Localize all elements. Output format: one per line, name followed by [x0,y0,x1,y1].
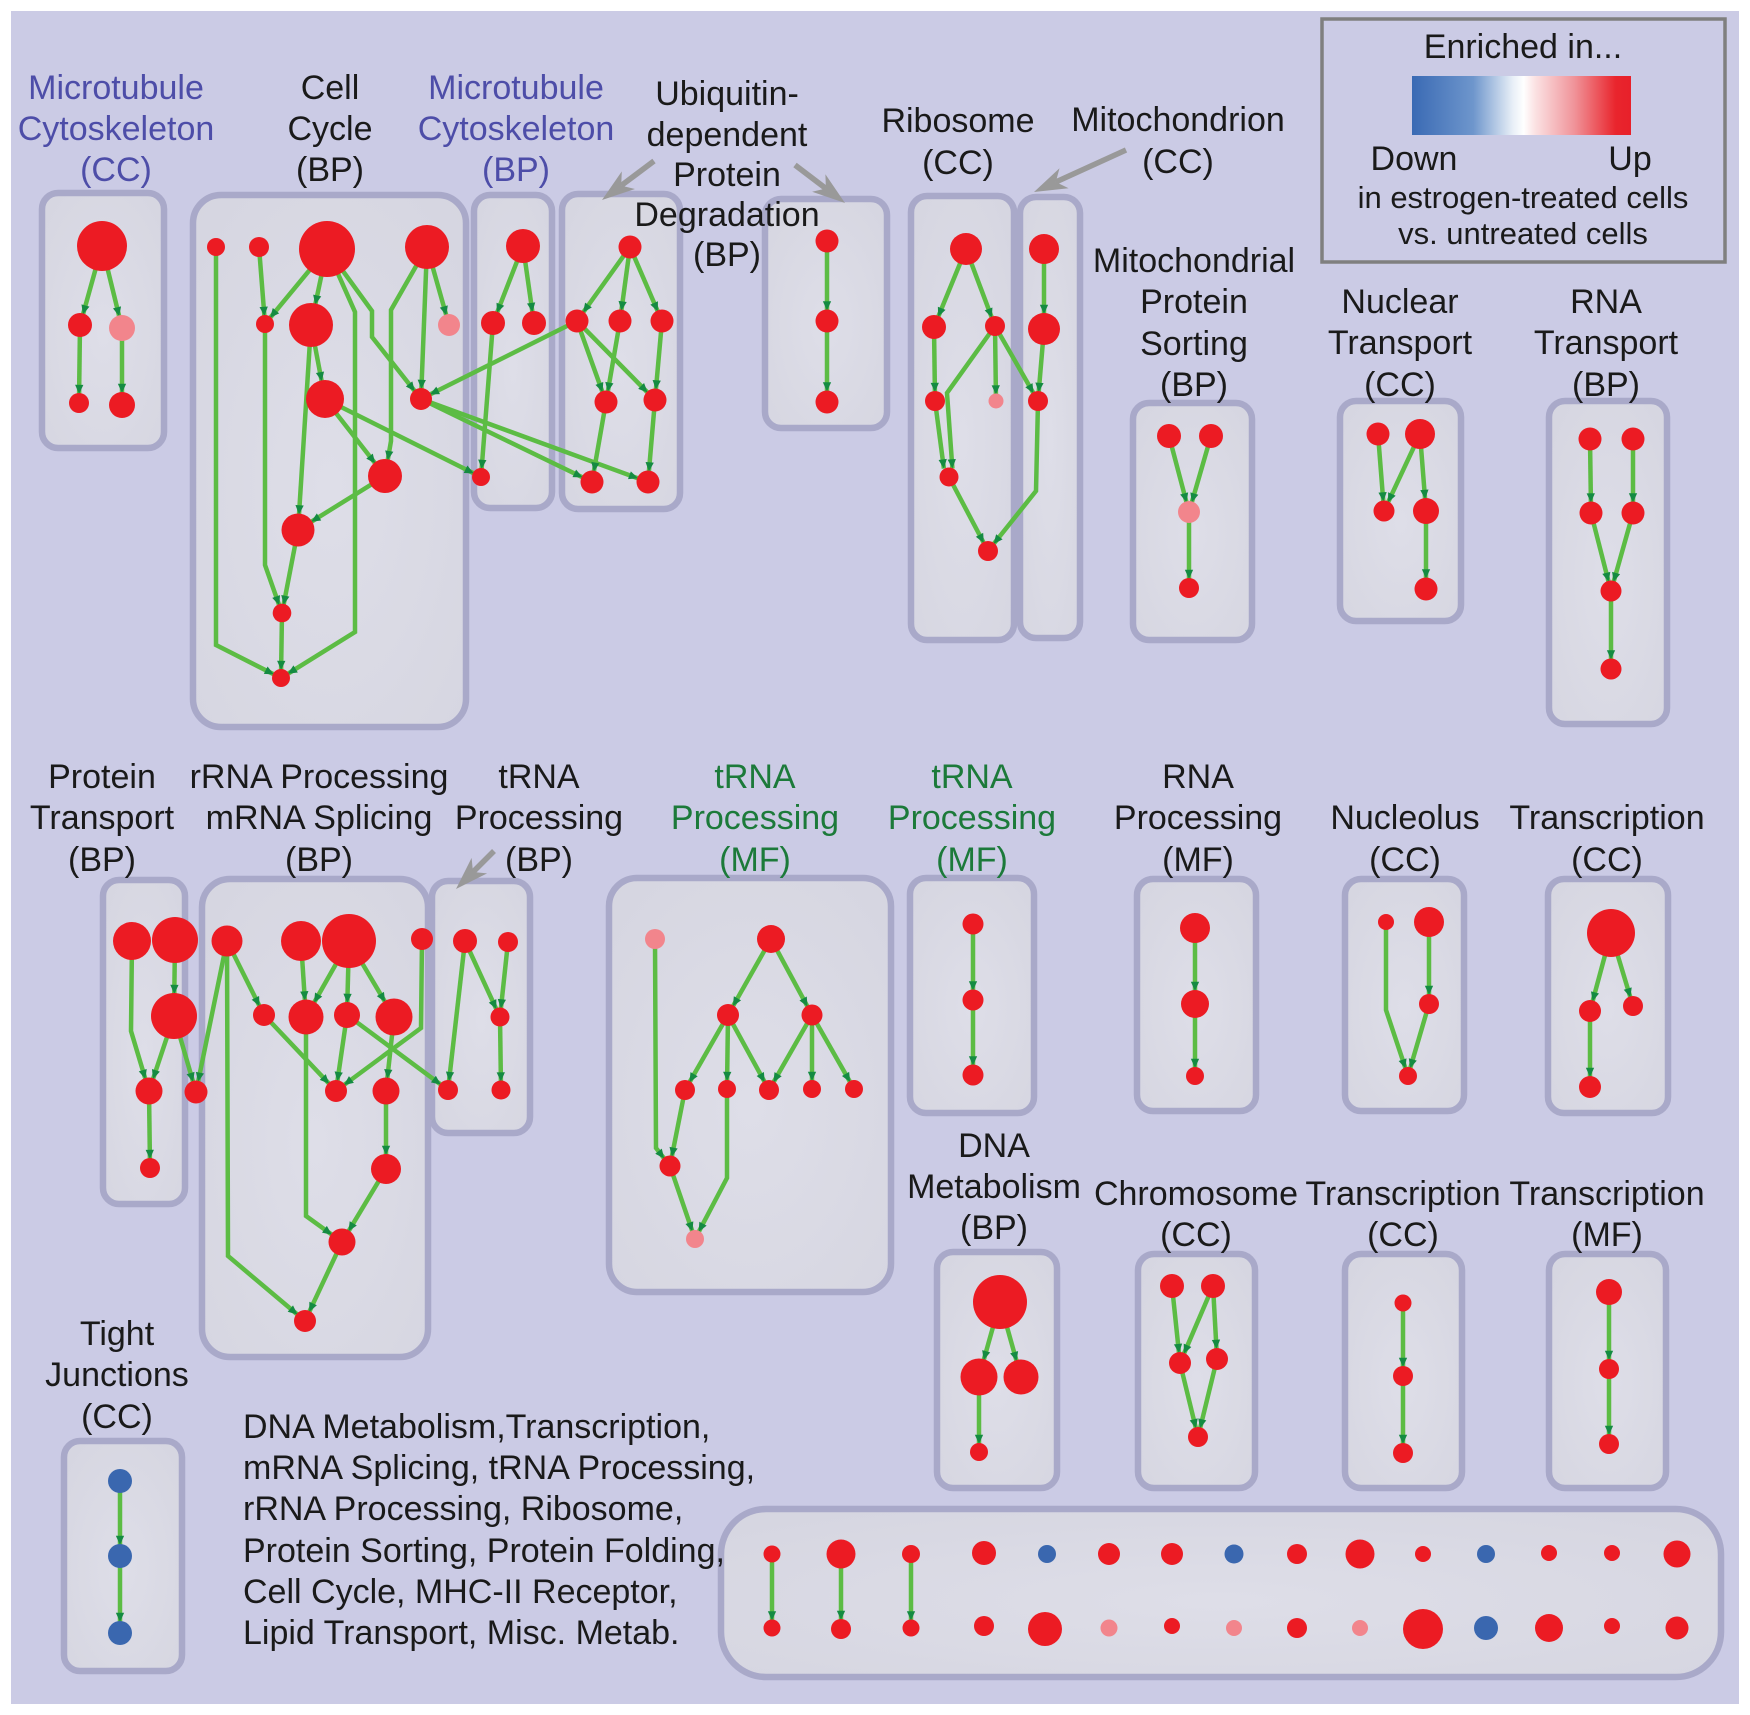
svg-text:Protein: Protein [48,758,156,796]
svg-text:(MF): (MF) [1571,1216,1643,1254]
svg-text:tRNA: tRNA [714,758,796,796]
svg-text:Nuclear: Nuclear [1341,283,1458,321]
svg-text:vs. untreated cells: vs. untreated cells [1398,216,1648,251]
svg-text:Processing: Processing [671,799,839,837]
svg-text:Processing: Processing [888,799,1056,837]
svg-text:Cell Cycle, MHC-II Receptor,: Cell Cycle, MHC-II Receptor, [243,1573,678,1611]
svg-text:(BP): (BP) [960,1209,1028,1247]
svg-text:Ubiquitin-: Ubiquitin- [655,75,799,113]
svg-text:in estrogen-treated cells: in estrogen-treated cells [1358,180,1689,215]
svg-text:DNA: DNA [958,1127,1030,1165]
svg-text:Processing: Processing [1114,799,1282,837]
svg-text:Protein: Protein [673,156,781,194]
svg-text:Chromosome: Chromosome [1094,1175,1298,1213]
svg-text:(CC): (CC) [1369,841,1441,879]
svg-text:Protein Sorting, Protein Foldi: Protein Sorting, Protein Folding, [243,1532,725,1570]
svg-text:(BP): (BP) [505,841,573,879]
svg-text:Mitochondrial: Mitochondrial [1093,242,1295,280]
svg-text:(CC): (CC) [81,1398,153,1436]
svg-text:Tight: Tight [80,1315,155,1353]
svg-text:(BP): (BP) [693,236,761,274]
svg-text:Transcription: Transcription [1509,1175,1704,1213]
svg-text:Metabolism: Metabolism [907,1168,1081,1206]
svg-text:(CC): (CC) [1571,841,1643,879]
svg-text:(BP): (BP) [285,841,353,879]
svg-text:(MF): (MF) [936,841,1008,879]
svg-text:Enriched in...: Enriched in... [1424,28,1622,66]
svg-text:RNA: RNA [1570,283,1642,321]
svg-text:Up: Up [1608,140,1651,178]
svg-text:(MF): (MF) [1162,841,1234,879]
svg-text:Cell: Cell [301,69,360,107]
svg-text:dependent: dependent [647,116,808,154]
svg-text:Transport: Transport [30,799,175,837]
svg-text:Down: Down [1371,140,1458,178]
svg-text:(CC): (CC) [1142,143,1214,181]
svg-text:(CC): (CC) [922,144,994,182]
svg-text:(CC): (CC) [1367,1216,1439,1254]
svg-text:Microtubule: Microtubule [28,69,204,107]
svg-text:Degradation: Degradation [634,196,819,234]
svg-text:rRNA Processing, Ribosome,: rRNA Processing, Ribosome, [243,1490,683,1528]
svg-text:Cycle: Cycle [287,110,372,148]
svg-text:Processing: Processing [455,799,623,837]
svg-text:tRNA: tRNA [931,758,1013,796]
svg-text:Transcription: Transcription [1305,1175,1500,1213]
svg-text:Nucleolus: Nucleolus [1330,799,1479,837]
svg-text:Ribosome: Ribosome [881,102,1034,140]
svg-text:DNA Metabolism,Transcription,: DNA Metabolism,Transcription, [243,1408,710,1446]
svg-text:Cytoskeleton: Cytoskeleton [18,110,215,148]
svg-text:(CC): (CC) [1160,1216,1232,1254]
svg-text:(BP): (BP) [1572,366,1640,404]
svg-text:rRNA Processing: rRNA Processing [190,758,449,796]
svg-text:Transcription: Transcription [1509,799,1704,837]
svg-text:Mitochondrion: Mitochondrion [1071,101,1285,139]
svg-text:Sorting: Sorting [1140,325,1248,363]
svg-text:(BP): (BP) [296,151,364,189]
svg-text:Cytoskeleton: Cytoskeleton [418,110,615,148]
svg-text:(BP): (BP) [1160,366,1228,404]
svg-text:tRNA: tRNA [498,758,580,796]
svg-text:(CC): (CC) [80,151,152,189]
svg-text:mRNA Splicing, tRNA Processing: mRNA Splicing, tRNA Processing, [243,1449,755,1487]
svg-text:mRNA Splicing: mRNA Splicing [206,799,433,837]
svg-text:RNA: RNA [1162,758,1234,796]
svg-text:Microtubule: Microtubule [428,69,604,107]
svg-text:(CC): (CC) [1364,366,1436,404]
svg-text:Lipid Transport, Misc. Metab.: Lipid Transport, Misc. Metab. [243,1614,680,1652]
svg-text:(BP): (BP) [482,151,550,189]
svg-text:Junctions: Junctions [45,1356,189,1394]
svg-text:Transport: Transport [1534,324,1679,362]
svg-text:(MF): (MF) [719,841,791,879]
svg-text:Transport: Transport [1328,324,1473,362]
svg-text:Protein: Protein [1140,283,1248,321]
svg-text:(BP): (BP) [68,841,136,879]
